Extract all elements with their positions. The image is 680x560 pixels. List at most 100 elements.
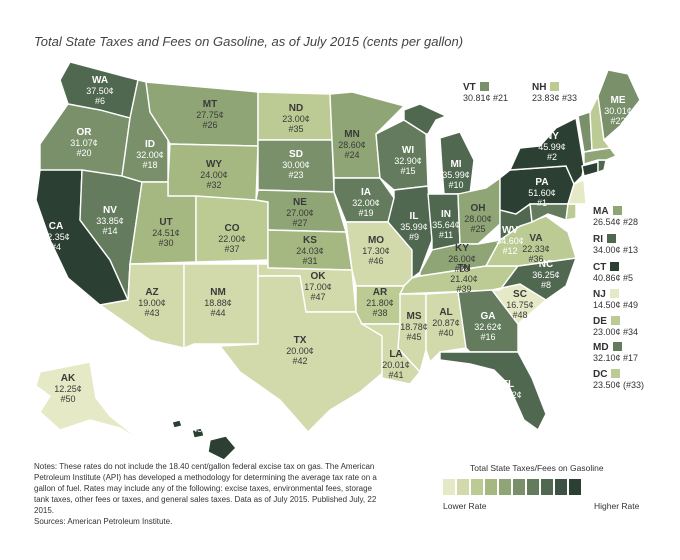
state-abbr: OK [310, 271, 326, 282]
state-rank: #7 [502, 400, 513, 410]
state-label-ar: AR 21.80¢ #38 [366, 288, 394, 319]
state-abbr: OH [470, 203, 486, 214]
state-label-or: OR 31.07¢ #20 [70, 128, 98, 159]
state-value: 22.00¢ [218, 234, 246, 244]
state-rank: #35 [288, 124, 304, 134]
state-hi-main[interactable] [207, 435, 237, 461]
state-abbr: CO [224, 223, 240, 234]
state-value: 32.90¢ [394, 156, 422, 166]
state-label-nd: ND 23.00¢ #35 [282, 103, 310, 135]
state-rank: #4 [50, 242, 61, 252]
state-label-mn: MN 28.60¢ #24 [338, 130, 366, 161]
state-hi-oahu[interactable] [171, 419, 183, 429]
state-value: 24.03¢ [296, 246, 324, 256]
state-abbr: ND [288, 103, 304, 114]
ne-abbr: MD [593, 342, 609, 353]
state-abbr: IN [441, 209, 451, 220]
ne-swatch [550, 82, 560, 91]
state-label-mo: MO 17.30¢ #46 [362, 235, 390, 267]
state-rank: #25 [470, 224, 486, 234]
state-value: 32.62¢ [474, 322, 502, 332]
state-rank: #23 [288, 170, 304, 180]
state-abbr: LA [389, 349, 403, 360]
state-abbr: GA [480, 311, 496, 322]
state-value: 30.00¢ [282, 160, 310, 170]
state-rank: #39 [456, 284, 472, 294]
state-value: 37.50¢ [86, 86, 114, 96]
ne-abbr: DC [593, 369, 608, 380]
state-abbr: AZ [145, 287, 159, 298]
ne-swatch [610, 316, 620, 325]
state-abbr: TN [457, 263, 471, 274]
state-abbr: PA [535, 177, 549, 188]
state-abbr: CA [48, 221, 64, 232]
ne-swatch [612, 342, 622, 351]
state-md[interactable] [529, 203, 569, 224]
ne-rank: #17 [620, 353, 639, 363]
state-label-la: LA 20.01¢ #41 [382, 349, 410, 381]
ne-entry-md: MD 32.10¢ #17 [593, 342, 638, 363]
state-value: 17.00¢ [304, 282, 332, 292]
state-value: 16.75¢ [506, 300, 534, 310]
state-abbr: NE [293, 197, 307, 208]
state-nm[interactable] [183, 263, 259, 350]
state-mi[interactable] [403, 103, 448, 135]
state-value: 24.51¢ [152, 228, 180, 238]
ne-value: 32.10¢ [593, 353, 621, 363]
state-label-id: ID 32.00¢ #18 [136, 140, 164, 171]
state-label-hi: HI 45.10¢ #3 [192, 414, 220, 445]
ne-swatch [607, 234, 616, 243]
state-value: 32.00¢ [352, 198, 380, 208]
state-nj[interactable] [567, 178, 587, 205]
state-me[interactable] [597, 69, 641, 142]
state-abbr: IL [409, 211, 419, 222]
state-de[interactable] [565, 203, 577, 221]
ne-value: 34.00¢ [593, 245, 621, 255]
state-label-sc: SC 16.75¢ #48 [506, 290, 534, 321]
state-label-mt: MT 27.75¢ #26 [196, 100, 224, 131]
state-label-oh: OH 28.00¢ #25 [464, 203, 492, 235]
state-ri[interactable] [597, 159, 607, 173]
ne-rank: #33 [559, 93, 578, 103]
state-abbr: NV [103, 205, 117, 216]
state-rank: #31 [302, 256, 318, 266]
state-abbr: MO [367, 235, 385, 246]
state-value: 19.00¢ [138, 298, 166, 308]
state-value: 20.00¢ [286, 346, 314, 356]
ne-entry-dc: DC 23.50¢ (#33) [593, 369, 644, 390]
state-rank: #47 [310, 292, 326, 302]
state-abbr: VA [529, 233, 543, 244]
state-abbr: NY [545, 131, 559, 142]
state-value: 30.01¢ [604, 106, 632, 116]
state-label-wa: WA 37.50¢ #6 [86, 76, 114, 107]
legend-swatch [471, 479, 483, 495]
state-rank: #42 [292, 356, 308, 366]
state-label-ky: KY 26.00¢ #29 [448, 244, 476, 275]
ne-abbr: DE [593, 316, 607, 327]
state-label-ia: IA 32.00¢ #19 [352, 188, 380, 219]
state-ak[interactable] [35, 361, 153, 449]
state-rank: #12 [502, 246, 518, 256]
state-label-va: VA 22.33¢ #36 [522, 233, 550, 265]
notes-text: Notes: These rates do not include the 18… [34, 462, 377, 515]
state-fl[interactable] [439, 351, 547, 432]
state-abbr: MS [406, 311, 422, 322]
ne-rank: #13 [620, 245, 639, 255]
state-label-nc: NC 36.25¢ #8 [532, 260, 560, 291]
state-hi-maui[interactable] [191, 427, 205, 439]
state-abbr: FL [501, 379, 515, 390]
state-label-wy: WY 24.00¢ #32 [200, 160, 228, 191]
ne-entry-de: DE 23.00¢ #34 [593, 316, 638, 337]
ne-value: 26.54¢ [593, 217, 621, 227]
state-abbr: AK [60, 373, 76, 384]
state-ny[interactable] [508, 116, 585, 186]
ne-entry-ri: RI 34.00¢ #13 [593, 234, 638, 255]
ne-swatch [609, 289, 619, 298]
state-abbr: UT [159, 217, 173, 228]
legend-swatch [569, 479, 581, 495]
state-nh[interactable] [589, 93, 612, 151]
state-rank: #46 [368, 256, 384, 266]
state-rank: #24 [344, 150, 360, 160]
state-tx[interactable] [218, 275, 387, 434]
legend-high-label: Higher Rate [594, 501, 640, 511]
